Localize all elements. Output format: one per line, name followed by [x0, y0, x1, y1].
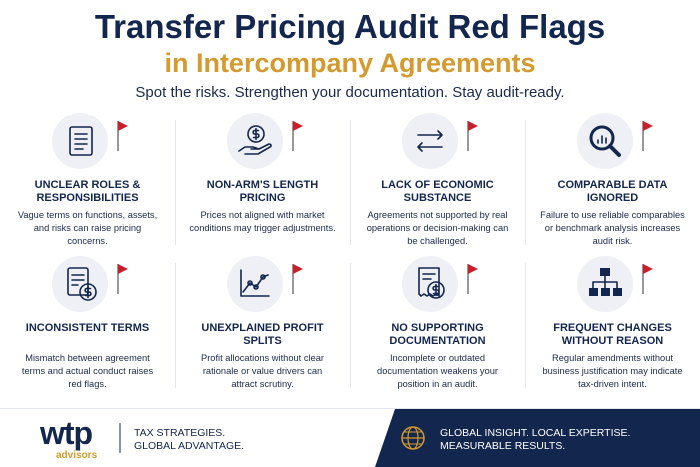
item-heading: INCONSISTENT TERMS	[25, 322, 150, 334]
item-description: Failure to use reliable comparables or b…	[540, 210, 685, 246]
divider	[175, 263, 176, 388]
logo: wtp	[40, 415, 93, 451]
item-description: Incomplete or outdated documentation wea…	[377, 353, 498, 389]
item: LACK OF ECONOMIC SUBSTANCE Agreements not…	[350, 113, 525, 253]
item-heading: LACK OF ECONOMIC SUBSTANCE	[381, 179, 494, 204]
footer-bg	[119, 409, 700, 467]
title: Transfer Pricing Audit Red Flags	[94, 8, 606, 45]
item-heading: UNEXPLAINED PROFIT SPLITS	[201, 322, 324, 347]
item: NO SUPPORTING DOCUMENTATION Incomplete or…	[350, 256, 525, 396]
subtitle: Spot the risks. Strengthen your document…	[135, 84, 565, 101]
item: FREQUENT CHANGES WITHOUT REASON Regular a…	[525, 256, 700, 396]
logo-sub: advisors	[56, 450, 98, 461]
item-heading: FREQUENT CHANGES WITHOUT REASON	[553, 322, 672, 347]
item-description: Mismatch between agreement terms and act…	[21, 353, 154, 389]
divider	[525, 263, 526, 388]
footer: wtp advisors TAX STRATEGIES. GLOBAL ADVA…	[0, 408, 700, 467]
item: UNEXPLAINED PROFIT SPLITS Profit allocati…	[175, 256, 350, 396]
tagline: GLOBAL ADVANTAGE.	[134, 440, 245, 452]
item: INCONSISTENT TERMS Mismatch between agree…	[0, 256, 175, 396]
item-heading: UNCLEAR ROLES & RESPONSIBILITIES	[34, 179, 141, 204]
item-description: Prices not aligned with market condition…	[189, 210, 336, 233]
icon	[577, 113, 653, 169]
divider	[350, 120, 351, 245]
icon	[227, 256, 303, 312]
icon	[402, 113, 478, 169]
item-heading: NO SUPPORTING DOCUMENTATION	[389, 322, 486, 347]
icon	[402, 256, 478, 312]
item-description: Regular amendments without business just…	[542, 353, 683, 389]
item: NON-ARM'S LENGTH PRICING Prices not align…	[175, 113, 350, 253]
item: COMPARABLE DATA IGNORED Failure to use re…	[525, 113, 700, 253]
footer-right: GLOBAL INSIGHT. LOCAL EXPERTISE.	[440, 427, 631, 439]
footer-right: MEASURABLE RESULTS.	[440, 440, 566, 452]
item-heading: COMPARABLE DATA IGNORED	[557, 179, 668, 204]
item-description: Agreements not supported by real operati…	[366, 210, 509, 246]
item-description: Profit allocations without clear rationa…	[201, 353, 324, 389]
item-description: Vague terms on functions, assets, and ri…	[17, 210, 158, 246]
divider	[175, 120, 176, 245]
icon	[577, 256, 653, 312]
divider	[350, 263, 351, 388]
icon	[52, 256, 128, 312]
tagline: TAX STRATEGIES.	[134, 427, 226, 439]
item-heading: NON-ARM'S LENGTH PRICING	[206, 179, 319, 204]
title-line-2: in Intercompany Agreements	[164, 48, 536, 78]
divider	[525, 120, 526, 245]
icon	[52, 113, 128, 169]
item: UNCLEAR ROLES & RESPONSIBILITIES Vague te…	[0, 113, 175, 253]
icon	[227, 113, 303, 169]
